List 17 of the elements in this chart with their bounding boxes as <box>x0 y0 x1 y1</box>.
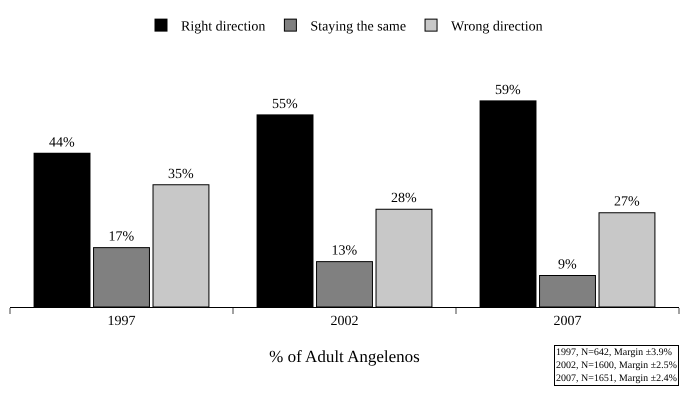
legend-label: Wrong direction <box>451 20 543 35</box>
x-tick-label: 2002 <box>330 314 358 329</box>
data-label: 28% <box>390 191 417 206</box>
data-label: 13% <box>332 244 358 259</box>
data-label: 35% <box>168 166 194 182</box>
data-label: 59% <box>495 82 522 98</box>
legend-label: Staying the same <box>310 20 406 35</box>
data-label: 27% <box>614 194 640 210</box>
x-tick-label: 1997 <box>108 314 136 329</box>
data-label: 9% <box>558 258 577 273</box>
legend-label: Right direction <box>181 20 266 35</box>
x-tick-label: 2007 <box>554 314 582 329</box>
data-label: 44% <box>49 135 76 150</box>
x-axis-title: % of Adult Angelenos <box>269 347 420 366</box>
data-label: 55% <box>272 96 298 112</box>
text: 1997, N=642, Margin ±3.9% 2002, N=1600, Margin ±2.5% 2007, N=1651, Margin ±2.4% <box>556 347 677 384</box>
data-label: 17% <box>108 230 134 245</box>
